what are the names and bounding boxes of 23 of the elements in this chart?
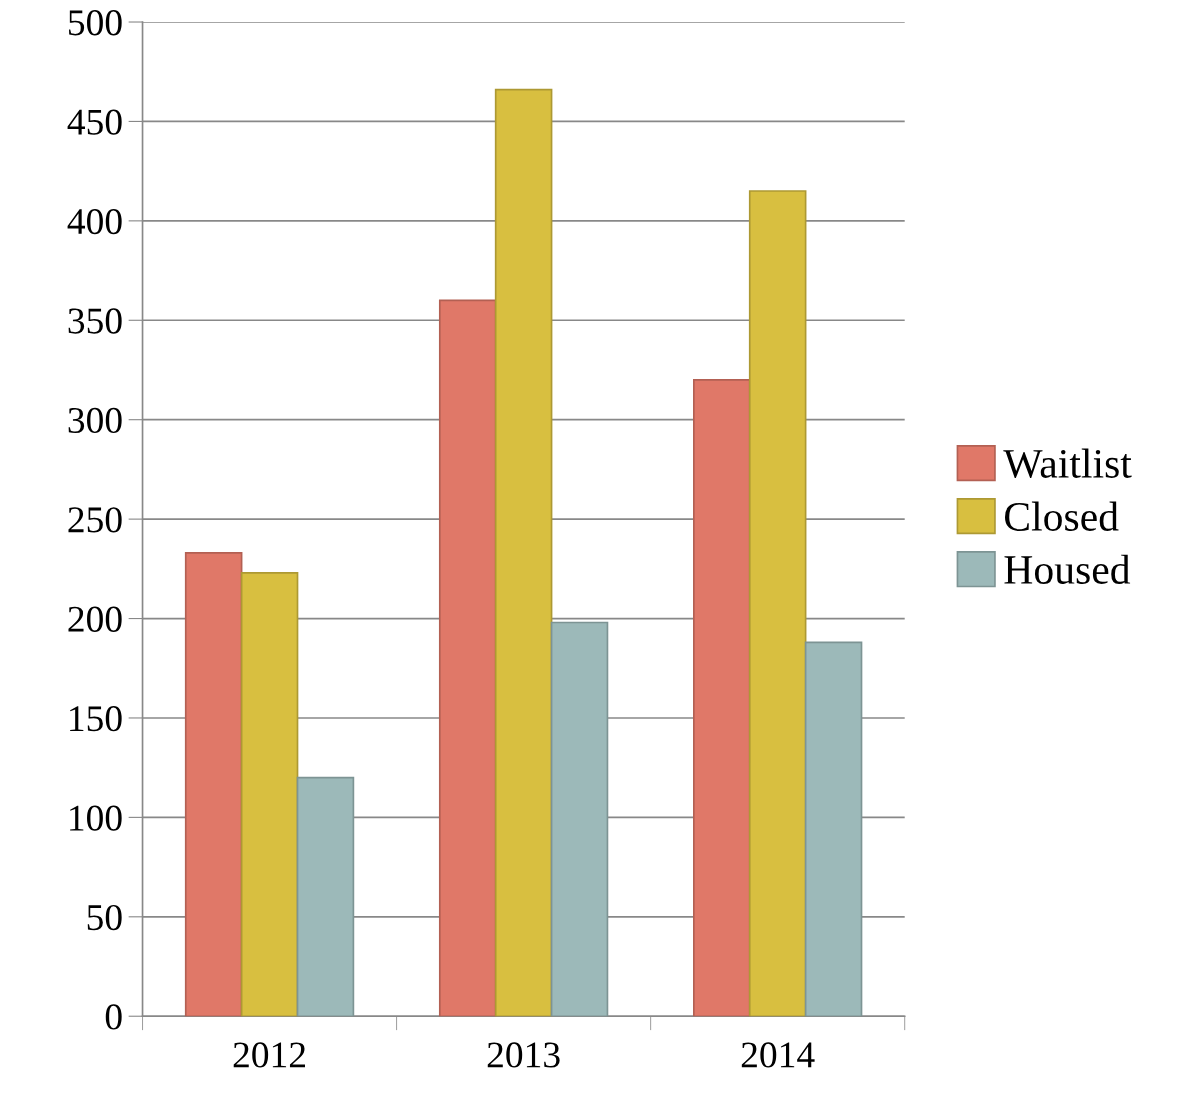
y-tick-label: 150 [70,706,122,732]
x-tick-label: 2014 [741,1042,815,1068]
y-tick-label: 100 [70,805,122,831]
y-tick-label: 500 [69,10,122,36]
x-tick-label: 2013 [487,1042,560,1068]
y-tick-label: 350 [68,308,122,334]
y-tick-label: 450 [67,109,122,135]
y-tick-label: 0 [105,1004,122,1030]
y-tick-label: 300 [68,407,122,434]
legend-label: Housed [1004,554,1131,584]
legend-label: Waitlist [1003,448,1132,479]
bar [494,88,553,1017]
y-tick-label: 200 [68,606,122,632]
x-tick-label: 2012 [233,1042,305,1068]
y-tick-label: 50 [87,904,122,931]
bar [438,299,497,1017]
bar [184,552,243,1017]
bar [240,571,299,1017]
bar [693,379,751,1017]
y-tick-label: 400 [67,208,122,235]
bar [748,190,807,1017]
legend-label: Closed [1004,501,1119,531]
y-tick-label: 250 [68,507,122,533]
